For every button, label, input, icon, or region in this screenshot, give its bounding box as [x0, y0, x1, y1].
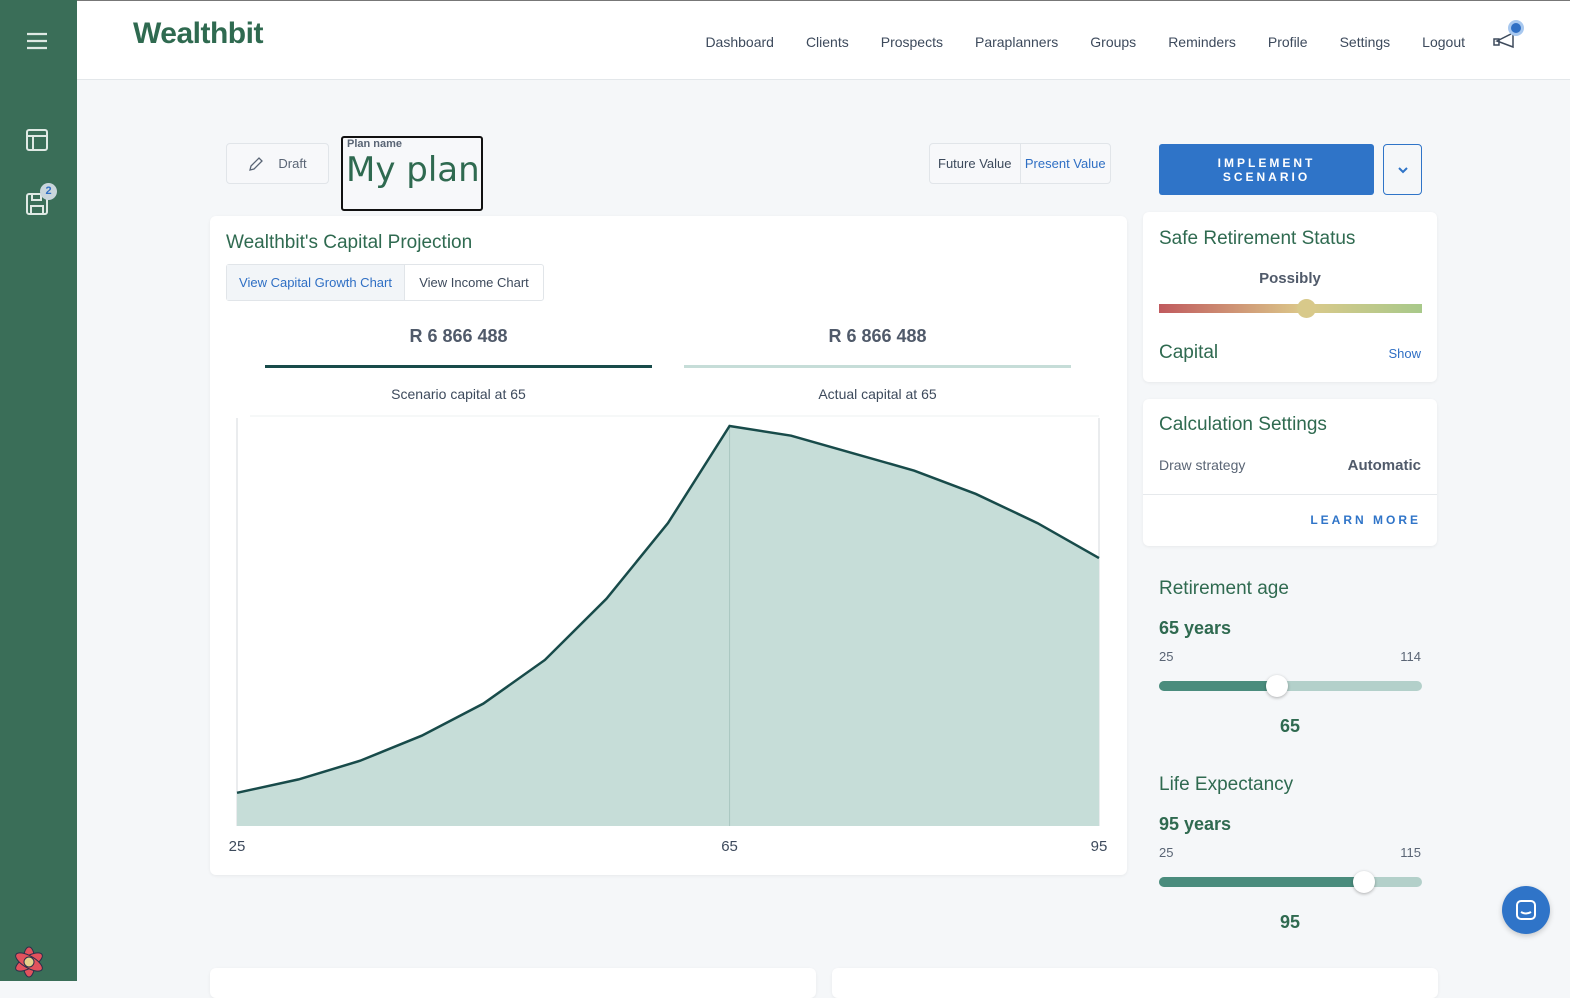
nav-prospects[interactable]: Prospects — [880, 34, 943, 50]
x-tick-label: 65 — [721, 838, 738, 855]
capital-line — [236, 424, 1100, 795]
life-expectancy-section: Life Expectancy 95 years 25 115 95 — [1143, 766, 1437, 946]
actual-underline — [684, 365, 1071, 368]
main-nav: Dashboard Clients Prospects Paraplanners… — [705, 34, 1465, 50]
life-expectancy-title: Life Expectancy — [1159, 774, 1294, 795]
retirement-max: 114 — [1400, 649, 1421, 664]
react-devtools-icon[interactable] — [12, 945, 46, 979]
draft-label: Draft — [278, 156, 307, 171]
capital-projection-card: Wealthbit's Capital Projection View Capi… — [210, 216, 1127, 875]
saved-count-badge: 2 — [40, 183, 57, 200]
nav-groups[interactable]: Groups — [1090, 34, 1137, 50]
sidebar: 2 — [0, 0, 77, 981]
plan-name-input[interactable]: My plan — [346, 150, 480, 190]
save-icon[interactable] — [24, 191, 50, 217]
retirement-age-title: Retirement age — [1159, 578, 1289, 599]
safe-status-gauge-marker — [1297, 299, 1317, 318]
bottom-card-left — [210, 968, 816, 998]
learn-more-link[interactable]: LEARN MORE — [1310, 513, 1421, 527]
announcement-megaphone-icon[interactable] — [1493, 17, 1527, 53]
divider — [1143, 494, 1437, 495]
actual-capital-label: Actual capital at 65 — [818, 386, 937, 402]
slider-thumb[interactable] — [1266, 675, 1289, 697]
retirement-age-value: 65 years — [1159, 618, 1232, 638]
safe-retirement-card: Safe Retirement Status Possibly Capital … — [1143, 212, 1437, 382]
pencil-icon — [249, 156, 264, 171]
scenario-capital-value: R 6 866 488 — [409, 326, 508, 346]
life-expectancy-value: 95 years — [1159, 814, 1232, 834]
nav-reminders[interactable]: Reminders — [1168, 34, 1236, 50]
draw-strategy-value[interactable]: Automatic — [1347, 457, 1421, 474]
retirement-age-slider-value: 65 — [1279, 716, 1301, 736]
retirement-min: 25 — [1159, 649, 1174, 664]
actual-capital-value: R 6 866 488 — [828, 326, 927, 346]
nav-dashboard[interactable]: Dashboard — [705, 34, 774, 50]
nav-clients[interactable]: Clients — [805, 34, 849, 50]
x-tick-label: 95 — [1091, 838, 1108, 855]
nav-paraplanners[interactable]: Paraplanners — [974, 34, 1059, 50]
safe-status-value: Possibly — [1259, 270, 1321, 287]
life-max: 115 — [1400, 845, 1421, 860]
scenario-underline — [265, 365, 652, 368]
projection-title: Wealthbit's Capital Projection — [226, 232, 473, 253]
chat-icon — [1516, 900, 1536, 920]
retirement-age-slider[interactable] — [1159, 675, 1422, 697]
capital-growth-chart: 25 65 95 — [229, 415, 1108, 855]
layout-icon[interactable] — [24, 127, 50, 153]
bottom-card-right — [832, 968, 1438, 998]
implement-label-2: SCENARIO — [1222, 170, 1311, 184]
safe-status-gauge — [1159, 304, 1422, 313]
wealthbit-logo[interactable]: Wealthbit — [133, 17, 263, 50]
implement-scenario-button[interactable]: IMPLEMENT SCENARIO — [1159, 144, 1374, 195]
x-tick-label: 25 — [229, 838, 246, 855]
tab-capital-growth[interactable]: View Capital Growth Chart — [227, 265, 405, 300]
safe-status-title: Safe Retirement Status — [1159, 228, 1356, 249]
chat-button[interactable] — [1502, 886, 1550, 934]
draw-strategy-label: Draw strategy — [1159, 457, 1246, 473]
slider-thumb[interactable] — [1352, 871, 1375, 893]
top-bar: Wealthbit Dashboard Clients Prospects Pa… — [77, 0, 1570, 80]
capital-label: Capital — [1159, 342, 1219, 363]
nav-profile[interactable]: Profile — [1267, 34, 1308, 50]
scenario-capital-label: Scenario capital at 65 — [391, 386, 526, 402]
implement-label-1: IMPLEMENT — [1217, 156, 1316, 170]
future-value-option[interactable]: Future Value — [930, 144, 1021, 183]
show-capital-link[interactable]: Show — [1388, 346, 1421, 361]
nav-logout[interactable]: Logout — [1422, 34, 1465, 50]
present-value-option[interactable]: Present Value — [1024, 156, 1106, 171]
chart-tabs: View Capital Growth Chart View Income Ch… — [226, 264, 544, 301]
calc-title: Calculation Settings — [1159, 414, 1327, 435]
calculation-settings-card: Calculation Settings Draw strategy Autom… — [1143, 399, 1437, 546]
draft-button[interactable]: Draft — [226, 143, 329, 184]
plan-name-field[interactable]: Plan name My plan — [341, 136, 483, 211]
life-expectancy-slider[interactable] — [1159, 871, 1422, 893]
tab-income[interactable]: View Income Chart — [419, 275, 529, 290]
chevron-down-icon — [1397, 166, 1408, 173]
value-toggle: Future Value Present Value — [929, 143, 1111, 184]
menu-icon[interactable] — [24, 28, 50, 54]
implement-dropdown-button[interactable] — [1383, 144, 1422, 195]
life-expectancy-slider-value: 95 — [1279, 912, 1301, 932]
nav-settings[interactable]: Settings — [1339, 34, 1391, 50]
plan-name-label: Plan name — [347, 138, 403, 150]
life-min: 25 — [1159, 845, 1174, 860]
retirement-age-section: Retirement age 65 years 25 114 65 — [1143, 570, 1437, 750]
capital-area — [237, 426, 1099, 826]
